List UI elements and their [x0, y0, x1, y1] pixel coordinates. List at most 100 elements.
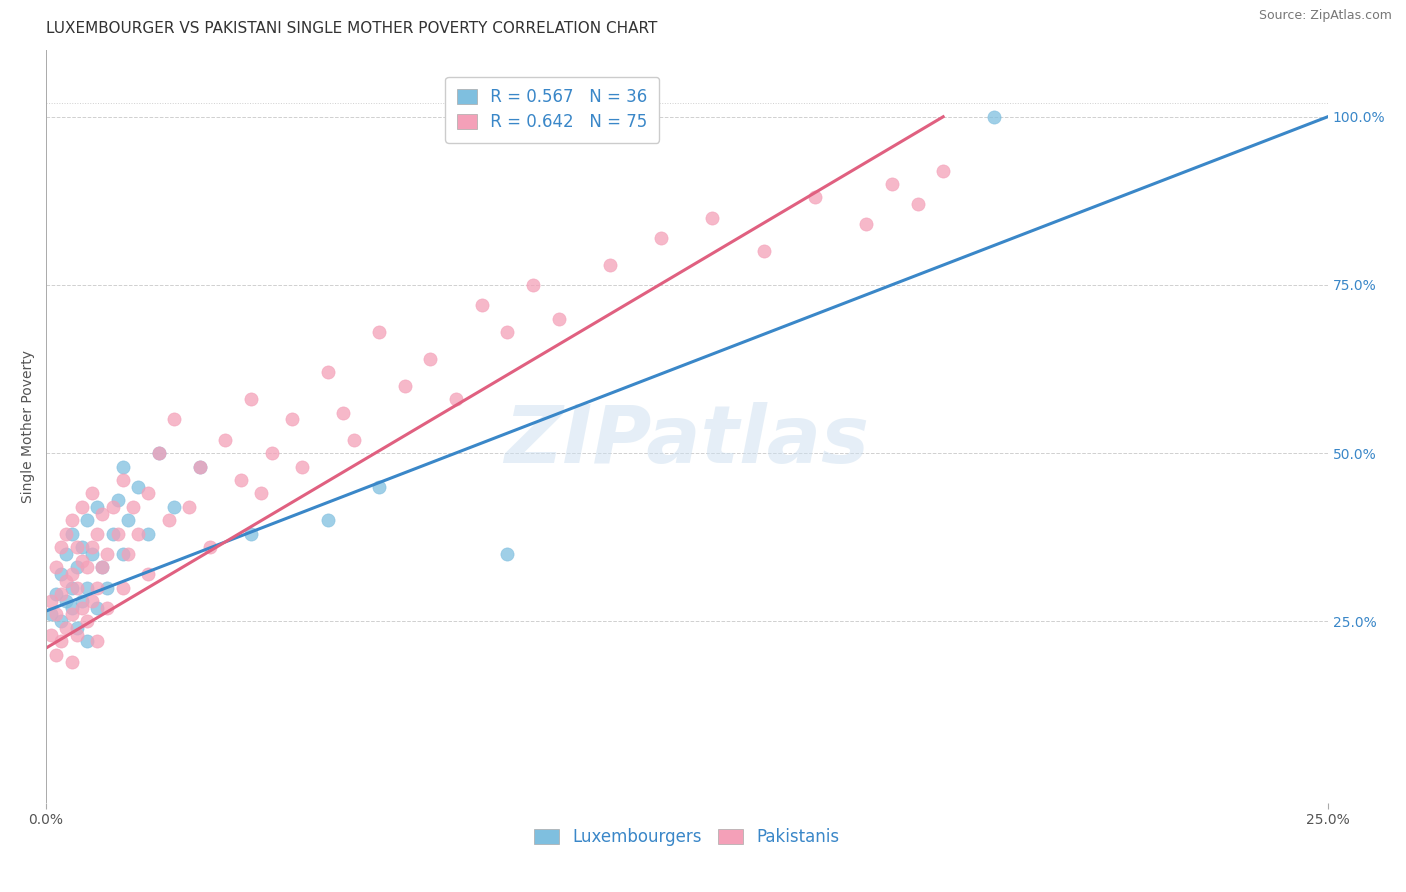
Point — [804, 190, 827, 204]
Point — [76, 614, 98, 628]
Point — [55, 526, 77, 541]
Point — [291, 459, 314, 474]
Point — [316, 365, 339, 379]
Point — [55, 594, 77, 608]
Point — [45, 607, 67, 622]
Text: Source: ZipAtlas.com: Source: ZipAtlas.com — [1258, 9, 1392, 22]
Point — [111, 473, 134, 487]
Point — [157, 513, 180, 527]
Point — [60, 513, 83, 527]
Point — [138, 526, 160, 541]
Point — [86, 500, 108, 514]
Point — [76, 581, 98, 595]
Point — [316, 513, 339, 527]
Point — [51, 614, 73, 628]
Text: LUXEMBOURGER VS PAKISTANI SINGLE MOTHER POVERTY CORRELATION CHART: LUXEMBOURGER VS PAKISTANI SINGLE MOTHER … — [46, 21, 658, 36]
Point — [260, 446, 283, 460]
Point — [86, 581, 108, 595]
Point — [60, 526, 83, 541]
Point — [51, 567, 73, 582]
Point — [66, 581, 89, 595]
Point — [880, 177, 903, 191]
Point — [39, 594, 62, 608]
Point — [101, 500, 124, 514]
Point — [70, 500, 93, 514]
Point — [547, 311, 569, 326]
Point — [148, 446, 170, 460]
Point — [51, 587, 73, 601]
Point — [702, 211, 724, 225]
Point — [45, 587, 67, 601]
Point — [107, 526, 129, 541]
Point — [55, 547, 77, 561]
Point — [51, 634, 73, 648]
Point — [111, 459, 134, 474]
Point — [471, 298, 494, 312]
Point — [66, 621, 89, 635]
Point — [138, 486, 160, 500]
Point — [76, 513, 98, 527]
Point — [91, 507, 114, 521]
Point — [55, 574, 77, 588]
Point — [66, 560, 89, 574]
Point — [599, 258, 621, 272]
Point — [76, 634, 98, 648]
Text: ZIPatlas: ZIPatlas — [505, 402, 869, 480]
Point — [163, 412, 186, 426]
Point — [188, 459, 211, 474]
Point — [198, 540, 221, 554]
Point — [368, 325, 391, 339]
Point — [96, 547, 118, 561]
Point — [111, 547, 134, 561]
Point — [86, 526, 108, 541]
Point — [76, 560, 98, 574]
Point — [86, 600, 108, 615]
Point — [107, 493, 129, 508]
Point — [496, 547, 519, 561]
Point — [80, 540, 103, 554]
Point — [91, 560, 114, 574]
Point — [240, 392, 263, 407]
Point — [86, 634, 108, 648]
Point — [70, 540, 93, 554]
Point — [60, 600, 83, 615]
Point — [66, 540, 89, 554]
Point — [60, 581, 83, 595]
Point — [229, 473, 252, 487]
Point — [250, 486, 273, 500]
Point — [70, 600, 93, 615]
Point — [70, 554, 93, 568]
Point — [60, 655, 83, 669]
Point — [80, 594, 103, 608]
Point — [932, 163, 955, 178]
Point — [96, 581, 118, 595]
Point — [55, 621, 77, 635]
Point — [368, 480, 391, 494]
Point — [138, 567, 160, 582]
Point — [240, 526, 263, 541]
Point — [419, 351, 441, 366]
Point — [66, 627, 89, 641]
Point — [117, 513, 139, 527]
Point — [39, 627, 62, 641]
Point — [496, 325, 519, 339]
Point — [342, 433, 364, 447]
Point — [117, 547, 139, 561]
Point — [60, 607, 83, 622]
Point — [148, 446, 170, 460]
Point — [96, 600, 118, 615]
Point — [522, 277, 544, 292]
Legend: Luxembourgers, Pakistanis: Luxembourgers, Pakistanis — [526, 820, 848, 855]
Point — [51, 540, 73, 554]
Point — [907, 197, 929, 211]
Point — [127, 526, 149, 541]
Point — [983, 110, 1005, 124]
Point — [650, 231, 672, 245]
Point — [80, 486, 103, 500]
Point — [60, 567, 83, 582]
Point — [394, 379, 416, 393]
Point — [214, 433, 236, 447]
Point — [80, 547, 103, 561]
Point — [332, 406, 354, 420]
Point — [70, 594, 93, 608]
